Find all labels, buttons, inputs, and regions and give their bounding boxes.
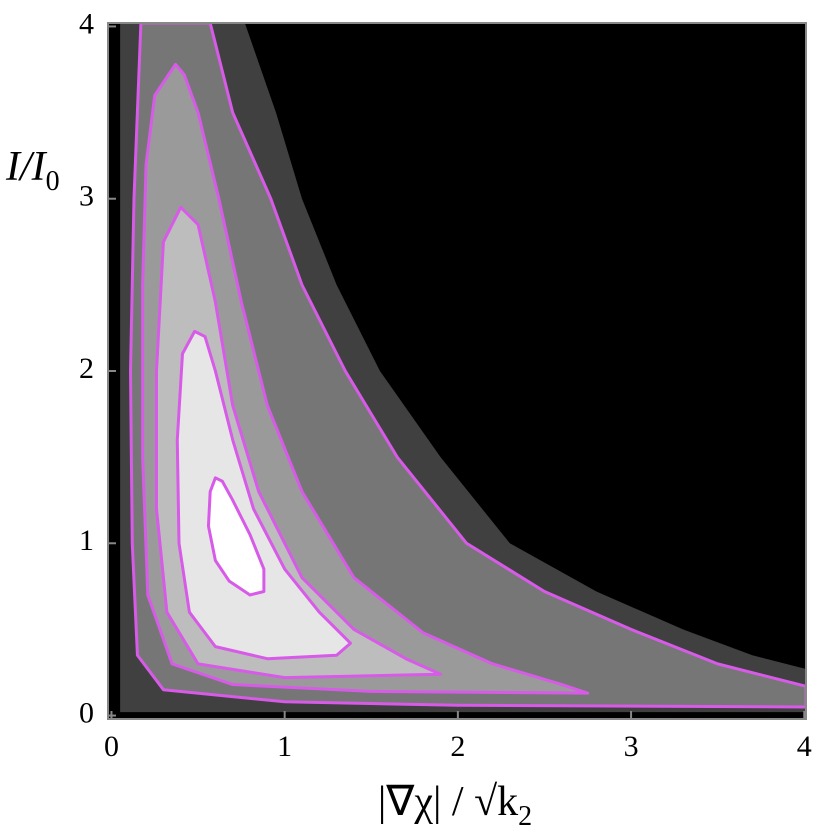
x-tick-label: 3 — [624, 730, 639, 763]
contour-region — [206, 476, 266, 597]
axes: 0 1 2 3 4 0 1 2 3 4 — [79, 7, 812, 763]
y-tick-label: 3 — [79, 180, 94, 213]
y-label-sub: 0 — [46, 166, 60, 197]
x-tick-label: 2 — [450, 730, 465, 763]
x-label-sub: 2 — [518, 801, 532, 831]
x-tick-label: 1 — [277, 730, 292, 763]
x-tick-label: 4 — [797, 730, 812, 763]
y-tick-label: 2 — [79, 352, 94, 385]
plot-area — [108, 23, 806, 719]
y-tick-label: 1 — [79, 524, 94, 557]
x-label-text: |∇χ| / √k — [378, 779, 518, 825]
x-axis-label: |∇χ| / √k2 — [378, 779, 532, 831]
y-tick-label: 4 — [79, 7, 94, 40]
y-label-text: I/I — [5, 144, 48, 190]
y-axis-label: I/I0 — [5, 144, 60, 197]
contour-region — [175, 329, 352, 661]
x-tick-label: 0 — [104, 730, 119, 763]
y-tick-label: 0 — [79, 696, 94, 729]
